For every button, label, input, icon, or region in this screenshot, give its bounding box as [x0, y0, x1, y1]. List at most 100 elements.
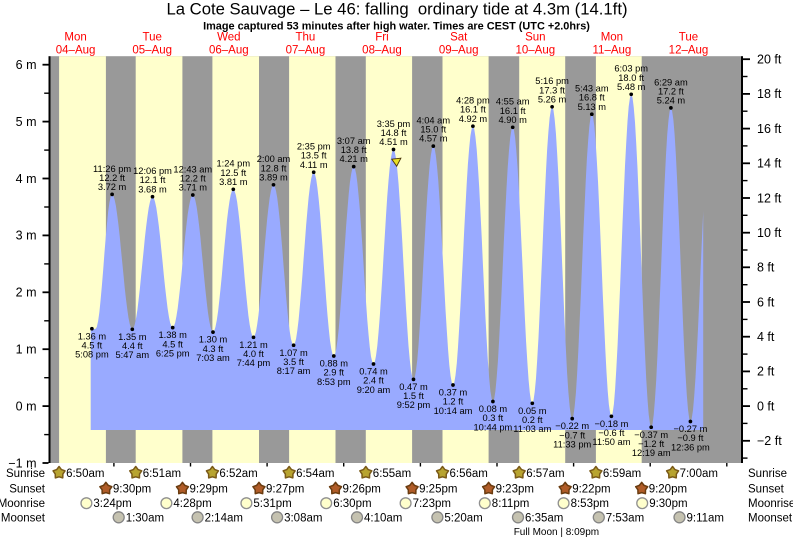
svg-text:4.92 m: 4.92 m [459, 114, 488, 124]
svg-text:3.5 ft: 3.5 ft [283, 357, 304, 367]
svg-text:−0.22 m: −0.22 m [555, 421, 589, 431]
svg-text:Fri: Fri [375, 32, 388, 44]
svg-text:12.2 ft: 12.2 ft [99, 173, 125, 183]
svg-text:9:20 am: 9:20 am [357, 385, 391, 395]
svg-text:12.5 ft: 12.5 ft [220, 168, 246, 178]
svg-text:4.5 ft: 4.5 ft [162, 339, 183, 349]
svg-text:08–Aug: 08–Aug [362, 45, 402, 57]
svg-text:Sunset: Sunset [748, 484, 785, 496]
svg-text:0 m: 0 m [16, 399, 37, 413]
svg-text:0.2 ft: 0.2 ft [522, 415, 543, 425]
svg-text:1.36 m: 1.36 m [78, 331, 107, 341]
svg-text:1.21 m: 1.21 m [239, 340, 268, 350]
svg-text:12:36 pm: 12:36 pm [671, 442, 710, 452]
svg-text:11:50 am: 11:50 am [592, 437, 630, 447]
svg-text:7:03 am: 7:03 am [196, 353, 230, 363]
svg-text:9:30pm: 9:30pm [649, 498, 687, 510]
svg-text:Moonrise: Moonrise [0, 498, 45, 510]
svg-text:1:24 pm: 1:24 pm [217, 159, 251, 169]
svg-text:−0.18 m: −0.18 m [594, 419, 628, 429]
svg-text:6:29 am: 6:29 am [654, 77, 688, 87]
svg-text:Thu: Thu [295, 32, 315, 44]
svg-text:09–Aug: 09–Aug [439, 45, 479, 57]
svg-text:Mon: Mon [64, 32, 86, 44]
svg-text:4.0 ft: 4.0 ft [243, 349, 264, 359]
svg-text:4.51 m: 4.51 m [379, 137, 408, 147]
svg-text:9:23pm: 9:23pm [496, 484, 534, 496]
svg-text:7:44 pm: 7:44 pm [237, 358, 271, 368]
svg-text:18.0 ft: 18.0 ft [618, 73, 644, 83]
svg-text:Tue: Tue [143, 32, 162, 44]
svg-text:11:26 pm: 11:26 pm [93, 164, 131, 174]
svg-text:2:00 am: 2:00 am [257, 154, 291, 164]
svg-text:4:10am: 4:10am [364, 512, 402, 524]
svg-text:5:08 pm: 5:08 pm [75, 350, 109, 360]
svg-text:8 ft: 8 ft [757, 261, 775, 275]
svg-text:6 ft: 6 ft [757, 295, 775, 309]
svg-text:2.4 ft: 2.4 ft [363, 376, 384, 386]
svg-text:−0.7 ft: −0.7 ft [559, 430, 586, 440]
svg-text:4 ft: 4 ft [757, 330, 775, 344]
svg-text:6:56am: 6:56am [450, 468, 488, 480]
svg-text:9:25pm: 9:25pm [419, 484, 457, 496]
svg-text:05–Aug: 05–Aug [132, 45, 172, 57]
svg-text:0.47 m: 0.47 m [399, 382, 428, 392]
svg-text:5.13 m: 5.13 m [578, 102, 607, 112]
svg-text:12:06 pm: 12:06 pm [133, 166, 172, 176]
svg-text:6:35am: 6:35am [525, 512, 563, 524]
svg-text:1.35 m: 1.35 m [118, 332, 147, 342]
svg-text:−2 ft: −2 ft [757, 434, 782, 448]
svg-text:5 m: 5 m [16, 115, 37, 129]
svg-text:6:59am: 6:59am [603, 468, 641, 480]
svg-text:4 m: 4 m [16, 172, 37, 186]
svg-text:1.30 m: 1.30 m [199, 335, 228, 345]
svg-text:6:55am: 6:55am [373, 468, 411, 480]
svg-text:6:51am: 6:51am [143, 468, 181, 480]
svg-text:4.11 m: 4.11 m [300, 160, 328, 170]
svg-text:6:54am: 6:54am [296, 468, 334, 480]
svg-text:3 m: 3 m [16, 229, 37, 243]
svg-text:11:03 am: 11:03 am [513, 424, 551, 434]
svg-text:Sat: Sat [450, 32, 468, 44]
svg-text:2:14am: 2:14am [205, 512, 243, 524]
svg-text:06–Aug: 06–Aug [209, 45, 249, 57]
svg-text:5:47 am: 5:47 am [116, 350, 150, 360]
svg-text:Sunset: Sunset [9, 484, 46, 496]
svg-text:Image captured 53 minutes afte: Image captured 53 minutes after high wat… [203, 21, 590, 33]
svg-text:1.2 ft: 1.2 ft [443, 397, 464, 407]
svg-text:9:11am: 9:11am [687, 512, 725, 524]
svg-text:6:30pm: 6:30pm [333, 498, 371, 510]
svg-text:6 m: 6 m [16, 58, 37, 72]
svg-text:3:08am: 3:08am [284, 512, 322, 524]
svg-text:5:20am: 5:20am [444, 512, 482, 524]
svg-text:1.07 m: 1.07 m [279, 348, 308, 358]
svg-text:8:17 am: 8:17 am [277, 366, 311, 376]
svg-text:2 ft: 2 ft [757, 365, 775, 379]
svg-text:5.24 m: 5.24 m [657, 96, 686, 106]
svg-text:−1.2 ft: −1.2 ft [638, 439, 665, 449]
svg-text:20 ft: 20 ft [757, 53, 782, 67]
svg-text:16.8 ft: 16.8 ft [579, 93, 605, 103]
svg-text:9:52 pm: 9:52 pm [397, 400, 431, 410]
svg-text:11:33 pm: 11:33 pm [553, 439, 591, 449]
svg-text:13.5 ft: 13.5 ft [301, 151, 327, 161]
svg-text:4.21 m: 4.21 m [339, 154, 368, 164]
svg-text:12:43 am: 12:43 am [173, 164, 212, 174]
svg-text:−0.6 ft: −0.6 ft [598, 428, 625, 438]
svg-text:04–Aug: 04–Aug [56, 45, 96, 57]
svg-text:4.3 ft: 4.3 ft [203, 344, 224, 354]
svg-text:17.2 ft: 17.2 ft [658, 86, 684, 96]
svg-text:18 ft: 18 ft [757, 87, 782, 101]
svg-text:6:25 pm: 6:25 pm [156, 348, 190, 358]
svg-text:1.38 m: 1.38 m [158, 330, 187, 340]
svg-text:14.8 ft: 14.8 ft [381, 128, 407, 138]
svg-text:4.90 m: 4.90 m [498, 115, 527, 125]
svg-text:Tue: Tue [679, 32, 698, 44]
svg-text:Wed: Wed [217, 32, 240, 44]
svg-text:0.74 m: 0.74 m [359, 367, 388, 377]
svg-text:12 ft: 12 ft [757, 191, 782, 205]
svg-text:4.4 ft: 4.4 ft [122, 341, 143, 351]
svg-text:8:11pm: 8:11pm [492, 498, 530, 510]
svg-text:0.88 m: 0.88 m [320, 359, 349, 369]
svg-text:8:53 pm: 8:53 pm [317, 377, 351, 387]
